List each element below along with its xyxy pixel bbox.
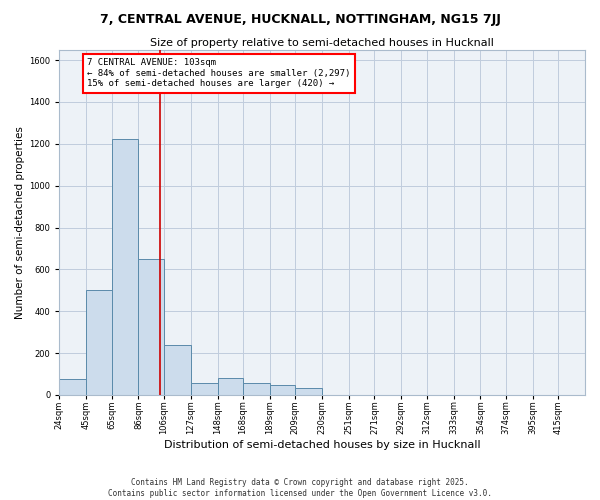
Y-axis label: Number of semi-detached properties: Number of semi-detached properties: [15, 126, 25, 318]
Text: 7 CENTRAL AVENUE: 103sqm
← 84% of semi-detached houses are smaller (2,297)
15% o: 7 CENTRAL AVENUE: 103sqm ← 84% of semi-d…: [88, 58, 351, 88]
Bar: [86, 290, 112, 395]
Title: Size of property relative to semi-detached houses in Hucknall: Size of property relative to semi-detach…: [150, 38, 494, 48]
Bar: [218, 378, 243, 395]
Bar: [164, 344, 191, 395]
Bar: [270, 386, 295, 395]
Text: 7, CENTRAL AVENUE, HUCKNALL, NOTTINGHAM, NG15 7JJ: 7, CENTRAL AVENUE, HUCKNALL, NOTTINGHAM,…: [100, 12, 500, 26]
Bar: [295, 388, 322, 395]
Bar: [112, 138, 139, 395]
Bar: [59, 379, 86, 395]
X-axis label: Distribution of semi-detached houses by size in Hucknall: Distribution of semi-detached houses by …: [164, 440, 481, 450]
Bar: [243, 384, 270, 395]
Bar: [139, 259, 164, 395]
Text: Contains HM Land Registry data © Crown copyright and database right 2025.
Contai: Contains HM Land Registry data © Crown c…: [108, 478, 492, 498]
Bar: [191, 384, 218, 395]
